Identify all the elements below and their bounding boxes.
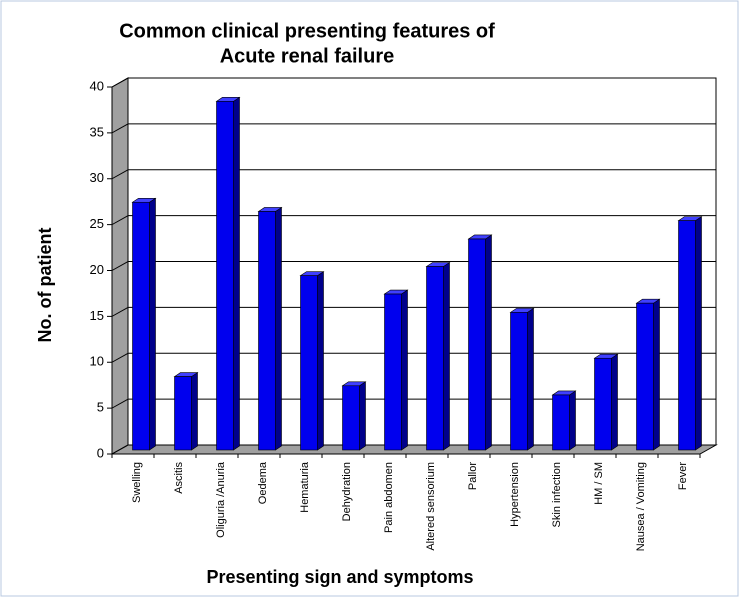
bar-side xyxy=(233,96,240,451)
y-tick-label: 0 xyxy=(97,445,104,460)
y-tick-label: 5 xyxy=(97,400,104,415)
x-axis-title: Presenting sign and symptoms xyxy=(206,567,473,587)
bar xyxy=(216,101,234,451)
bar xyxy=(300,275,318,451)
y-tick-label: 25 xyxy=(90,216,104,231)
grid-line xyxy=(111,444,129,455)
grid-line xyxy=(111,123,129,134)
grid-line xyxy=(111,352,129,363)
bar xyxy=(258,211,276,451)
x-tick-label: Pallor xyxy=(467,462,479,490)
x-tick-label: Oliguria /Anuria xyxy=(215,461,227,538)
x-tick-label: Pain abdomen xyxy=(383,462,395,533)
x-tick-label: Swelling xyxy=(131,462,143,503)
bar xyxy=(174,376,192,451)
bar-side xyxy=(485,234,492,451)
y-tick-label: 40 xyxy=(90,78,104,93)
x-tick-label: Skin infection xyxy=(551,462,563,527)
bar-side xyxy=(149,197,156,451)
y-tick-label: 10 xyxy=(90,354,104,369)
bar-side xyxy=(695,216,702,451)
bar xyxy=(426,266,444,451)
grid-line xyxy=(111,77,129,88)
chart-title: Common clinical presenting features of xyxy=(119,20,495,42)
bar xyxy=(636,302,654,451)
bar xyxy=(594,357,612,451)
grid-line xyxy=(111,169,129,180)
bar-side xyxy=(443,261,450,451)
y-tick-label: 15 xyxy=(90,308,104,323)
bar xyxy=(552,394,570,451)
x-tick-label: Hematuria xyxy=(299,461,311,513)
bar xyxy=(342,385,360,451)
bar-side xyxy=(611,353,618,451)
y-tick-label: 20 xyxy=(90,262,104,277)
bar-side xyxy=(653,298,660,451)
x-tick-label: Fever xyxy=(677,462,689,490)
bar-side xyxy=(359,381,366,451)
grid-line xyxy=(111,306,129,317)
x-tick-label: Oedema xyxy=(257,461,269,504)
x-tick-label: Nausea / Vomiting xyxy=(635,462,647,551)
floor xyxy=(110,444,718,455)
bar xyxy=(510,312,528,451)
bar xyxy=(384,293,402,451)
bar-side xyxy=(317,271,324,451)
x-tick-label: Ascitis xyxy=(173,462,185,494)
bar xyxy=(132,201,150,451)
bar-side xyxy=(275,206,282,451)
bar-side xyxy=(401,289,408,451)
x-tick-label: HM / SM xyxy=(593,462,605,505)
bar-side xyxy=(569,390,576,451)
y-tick-label: 30 xyxy=(90,170,104,185)
grid-line xyxy=(111,215,129,226)
bar xyxy=(678,220,696,451)
bar-side xyxy=(191,372,198,451)
x-tick-label: Dehydration xyxy=(341,462,353,521)
grid-line xyxy=(111,398,129,409)
y-tick-label: 35 xyxy=(90,124,104,139)
x-tick-label: Altered sensorium xyxy=(425,462,437,551)
bar-side xyxy=(527,307,534,451)
x-tick-label: Hypertension xyxy=(509,462,521,527)
bar xyxy=(468,238,486,451)
grid-line xyxy=(111,261,129,271)
y-axis-title: No. of patient xyxy=(35,228,55,343)
chart-title: Acute renal failure xyxy=(220,45,395,67)
